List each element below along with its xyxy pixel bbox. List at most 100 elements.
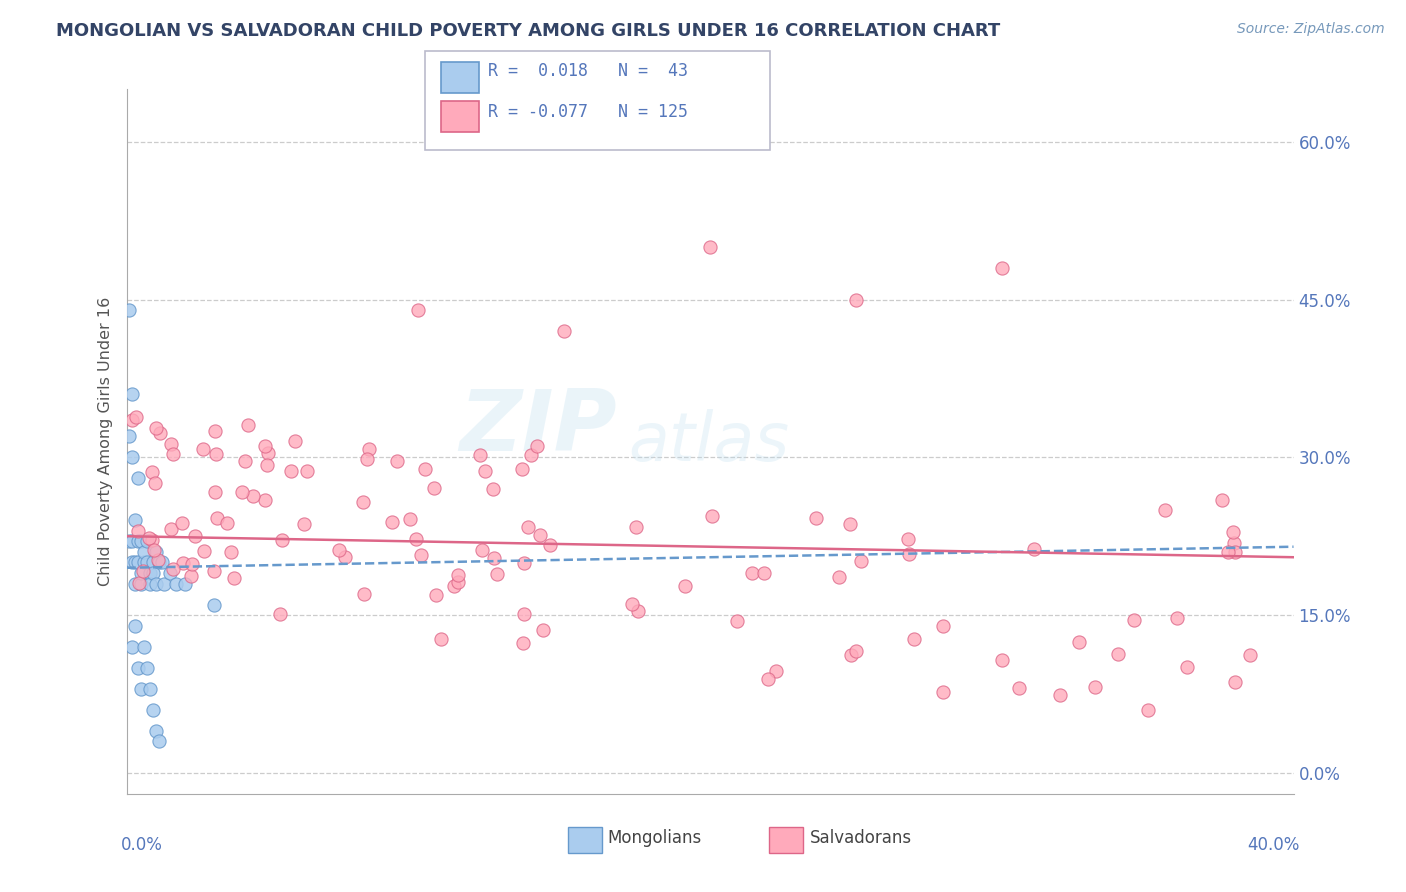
Point [153, 576, 176, 591]
Point [624, 519, 647, 533]
Point [148, 734, 170, 748]
Point [269, 607, 291, 621]
Point [804, 511, 827, 525]
Point [129, 566, 152, 580]
Point [124, 618, 146, 632]
Point [132, 556, 155, 570]
Point [898, 547, 921, 561]
Point [205, 446, 228, 460]
Point [160, 522, 183, 536]
Point [725, 614, 748, 628]
Point [129, 576, 152, 591]
Text: Mongolians: Mongolians [607, 830, 702, 847]
Point [754, 566, 776, 581]
Point [333, 550, 356, 565]
Point [219, 545, 242, 559]
Point [121, 387, 143, 401]
Point [486, 567, 509, 582]
Point [1216, 545, 1239, 559]
Point [845, 293, 868, 307]
Point [621, 597, 644, 611]
Point [118, 429, 141, 443]
Point [148, 556, 170, 570]
Point [149, 425, 172, 440]
Point [741, 566, 763, 581]
Point [673, 579, 696, 593]
Point [124, 513, 146, 527]
Point [145, 545, 167, 559]
Point [409, 548, 432, 562]
Point [142, 556, 165, 570]
Point [217, 516, 239, 531]
Point [353, 587, 375, 601]
Point [191, 442, 214, 456]
Text: Source: ZipAtlas.com: Source: ZipAtlas.com [1237, 22, 1385, 37]
Point [121, 534, 143, 549]
Point [1225, 544, 1247, 558]
Point [121, 450, 143, 465]
Point [204, 484, 226, 499]
Point [430, 632, 453, 646]
Point [510, 462, 533, 476]
Point [838, 517, 860, 532]
Point [124, 556, 146, 570]
Point [202, 564, 225, 578]
Text: 0.0%: 0.0% [121, 836, 163, 855]
Point [125, 410, 148, 425]
Point [270, 533, 292, 548]
Point [405, 532, 427, 546]
Point [1136, 703, 1159, 717]
Point [399, 511, 422, 525]
Point [903, 632, 925, 646]
Point [1069, 634, 1091, 648]
Point [484, 551, 506, 566]
Point [136, 534, 159, 549]
Point [447, 574, 470, 589]
Point [159, 566, 181, 580]
Point [202, 598, 225, 612]
Point [990, 653, 1012, 667]
Point [128, 575, 150, 590]
Point [129, 681, 152, 696]
Point [238, 418, 260, 433]
Point [141, 533, 163, 547]
Point [193, 543, 215, 558]
Point [141, 465, 163, 479]
Point [513, 607, 536, 621]
Point [127, 471, 149, 485]
Point [385, 454, 408, 468]
Point [132, 564, 155, 578]
Point [231, 485, 253, 500]
Point [482, 483, 505, 497]
Point [932, 619, 955, 633]
Point [408, 303, 430, 318]
Point [423, 482, 446, 496]
Point [204, 424, 226, 438]
Point [139, 681, 162, 696]
Point [254, 439, 277, 453]
Point [170, 516, 193, 531]
Point [142, 566, 165, 580]
Point [165, 576, 187, 591]
Point [849, 554, 872, 568]
Point [127, 534, 149, 549]
Point [145, 421, 167, 435]
Point [138, 531, 160, 545]
Point [124, 576, 146, 591]
Point [526, 440, 548, 454]
Point [297, 464, 319, 478]
Point [1084, 680, 1107, 694]
Point [256, 458, 278, 472]
Point [529, 528, 551, 542]
Point [512, 636, 534, 650]
Point [356, 452, 378, 467]
Point [447, 568, 470, 582]
Point [254, 493, 277, 508]
Point [381, 516, 404, 530]
Point [352, 495, 374, 509]
Point [1122, 613, 1144, 627]
Point [553, 324, 575, 338]
Point [145, 475, 167, 490]
Point [205, 511, 228, 525]
Point [292, 516, 315, 531]
